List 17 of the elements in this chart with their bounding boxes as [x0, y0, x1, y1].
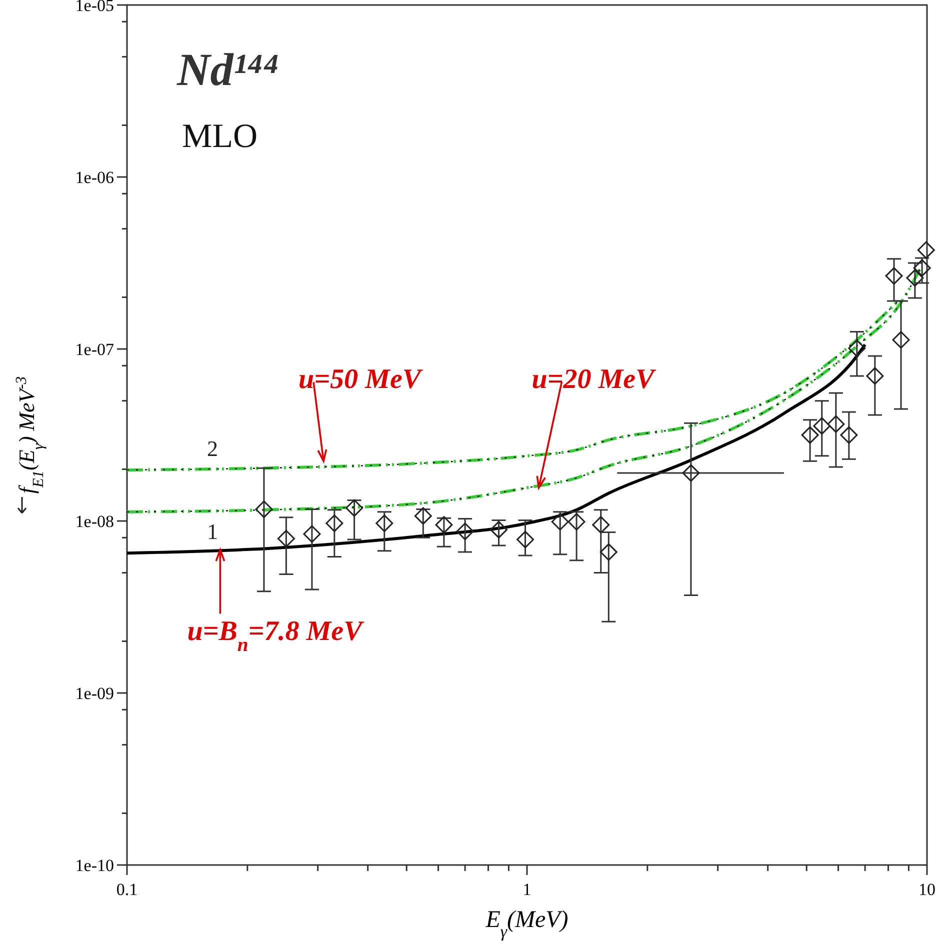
- series-label: 1: [207, 519, 218, 544]
- x-axis-title: E$_{γ}$(MeV): [484, 907, 568, 940]
- y-tick-label: 1e-08: [75, 512, 114, 531]
- annotation: u=20 MeV: [532, 364, 657, 395]
- y-tick-label: 1e-10: [75, 856, 114, 875]
- annotation: u=50 MeV: [298, 364, 424, 396]
- y-tick-label: 1e-07: [75, 340, 114, 359]
- series-label: 2: [207, 436, 218, 461]
- annotation: u=B$_{n}$=7.8 MeV: [187, 616, 365, 656]
- text: Nd¹⁴⁴: [176, 44, 279, 95]
- x-tick-label: 10: [918, 880, 936, 899]
- x-tick-label: 0.1: [116, 880, 138, 899]
- y-tick-label: 1e-06: [75, 168, 114, 187]
- text: MLO: [182, 118, 258, 155]
- y-tick-label: 1e-05: [75, 0, 114, 15]
- x-tick-label: 1: [522, 880, 532, 899]
- y-tick-label: 1e-09: [75, 684, 114, 703]
